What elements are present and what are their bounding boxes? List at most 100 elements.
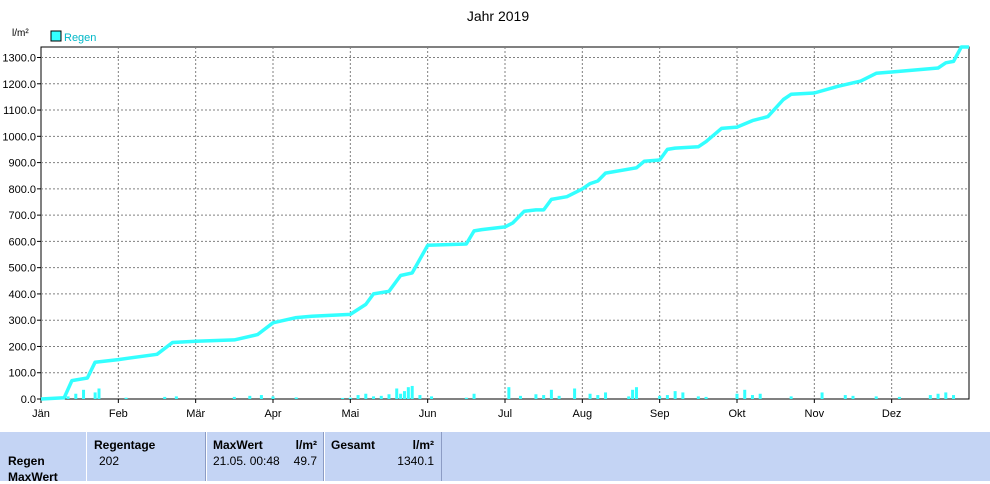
- daily-rain-bar: [472, 393, 476, 399]
- y-tick-label: 200.0: [8, 341, 36, 353]
- daily-rain-bar: [604, 392, 608, 399]
- x-tick-label: Aug: [573, 408, 593, 420]
- y-tick-label: 1100.0: [3, 105, 36, 117]
- daily-rain-bar: [271, 396, 275, 399]
- chart-title: Jahr 2019: [467, 8, 529, 24]
- daily-rain-bar: [356, 395, 360, 399]
- daily-rain-bar: [74, 393, 78, 399]
- regentage-label: Regentage: [94, 438, 156, 452]
- x-tick-label: Feb: [109, 408, 128, 420]
- daily-rain-bar: [596, 395, 600, 399]
- daily-rain-bar: [507, 387, 511, 399]
- x-tick-label: Mai: [341, 408, 359, 420]
- x-tick-label: Nov: [805, 408, 825, 420]
- daily-rain-bar: [557, 395, 561, 399]
- daily-rain-bar: [232, 396, 236, 399]
- stats-panel: Regen MaxWert Regentage 202 MaxWert l/m²…: [0, 432, 990, 484]
- x-tick-label: Mär: [186, 408, 205, 420]
- daily-rain-bar: [658, 395, 662, 399]
- y-tick-label: 100.0: [8, 368, 36, 380]
- daily-rain-bar: [402, 391, 406, 399]
- x-tick-label: Sep: [650, 408, 670, 420]
- daily-rain-bar: [387, 394, 391, 399]
- daily-rain-bar: [399, 393, 403, 399]
- y-tick-label: 400.0: [8, 289, 36, 301]
- maxwert-value: 49.7: [293, 454, 317, 468]
- regentage-cell: Regentage 202: [86, 432, 206, 481]
- daily-rain-bar: [379, 395, 383, 399]
- y-tick-label: 500.0: [8, 263, 36, 275]
- daily-rain-bar: [534, 394, 538, 399]
- daily-rain-bar: [874, 396, 878, 399]
- daily-rain-bar: [364, 393, 368, 399]
- y-tick-label: 800.0: [8, 184, 36, 196]
- daily-rain-bar: [395, 388, 399, 399]
- daily-rain-bar: [588, 393, 592, 399]
- y-axis-unit: l/m²: [12, 28, 29, 39]
- daily-rain-bar: [418, 395, 422, 399]
- daily-rain-bar: [410, 385, 414, 399]
- x-tick-label: Jän: [32, 408, 50, 420]
- regentage-value: 202: [99, 454, 120, 468]
- y-tick-label: 0.0: [21, 394, 36, 406]
- daily-rain-bar: [294, 397, 298, 399]
- daily-rain-bar: [66, 396, 70, 399]
- maxwert-label: MaxWert: [213, 438, 263, 452]
- x-tick-label: Dez: [882, 408, 902, 420]
- daily-rain-bar: [634, 387, 638, 399]
- daily-rain-bar: [944, 392, 948, 399]
- rain-chart: Jahr 2019 l/m² Regen 0.0 100.0 200.0 300.0 4…: [2, 8, 970, 420]
- y-tick-label: 1200.0: [2, 79, 36, 91]
- daily-rain-bar: [758, 393, 762, 399]
- daily-rain-bar: [928, 395, 932, 399]
- stats-row-label-2: MaxWert: [8, 470, 58, 484]
- daily-rain-bar: [843, 395, 847, 399]
- y-tick-label: 1300.0: [2, 53, 36, 65]
- daily-rain-bar: [897, 396, 901, 399]
- daily-rain-bar: [851, 395, 855, 399]
- legend-label: Regen: [64, 32, 96, 44]
- gesamt-value: 1340.1: [397, 454, 434, 468]
- daily-rain-bar: [163, 396, 167, 399]
- cumulative-rain-line: [40, 45, 969, 401]
- daily-rain-bar: [789, 396, 793, 399]
- x-tick-label: Apr: [264, 408, 281, 420]
- daily-rain-bar: [542, 395, 546, 399]
- daily-rain-bar: [820, 392, 824, 399]
- daily-rain-bar: [665, 395, 669, 399]
- daily-rain-bars: [66, 385, 956, 399]
- daily-rain-bar: [348, 397, 352, 399]
- daily-rain-bar: [174, 396, 178, 399]
- daily-rain-bar: [750, 395, 754, 399]
- daily-rain-bar: [464, 397, 468, 399]
- gesamt-label: Gesamt: [331, 438, 376, 452]
- daily-rain-bar: [341, 397, 345, 399]
- maxwert-cell: MaxWert l/m² 21.05. 00:48 49.7: [206, 432, 324, 481]
- daily-rain-bar: [93, 392, 97, 399]
- daily-rain-bar: [673, 391, 677, 399]
- daily-rain-bar: [631, 389, 635, 399]
- daily-rain-bar: [952, 395, 956, 399]
- y-axis-ticks: 0.0 100.0 200.0 300.0 400.0 500.0 600.0 700.0 80…: [2, 53, 41, 406]
- y-tick-label: 300.0: [8, 315, 36, 327]
- gesamt-cell: Gesamt l/m² 1340.1: [324, 432, 442, 481]
- maxwert-date: 21.05. 00:48: [213, 454, 280, 468]
- y-tick-label: 700.0: [8, 210, 36, 222]
- daily-rain-bar: [259, 395, 263, 399]
- daily-rain-bar: [549, 389, 553, 399]
- y-tick-label: 1000.0: [2, 131, 36, 143]
- daily-rain-bar: [406, 387, 410, 399]
- daily-rain-bar: [248, 395, 252, 399]
- x-tick-label: Okt: [728, 408, 745, 420]
- daily-rain-bar: [936, 393, 940, 399]
- x-axis-ticks: Jän Feb Mär Apr Mai Jun Jul Aug Sep Okt Nov Dez: [32, 399, 901, 420]
- daily-rain-bar: [430, 396, 434, 399]
- y-tick-label: 900.0: [8, 158, 36, 170]
- daily-rain-bar: [704, 396, 708, 399]
- daily-rain-bar: [82, 389, 86, 399]
- daily-rain-bar: [735, 393, 739, 399]
- x-tick-label: Jul: [498, 408, 512, 420]
- daily-rain-bar: [681, 392, 685, 399]
- daily-rain-bar: [696, 396, 700, 399]
- daily-rain-bar: [627, 396, 631, 399]
